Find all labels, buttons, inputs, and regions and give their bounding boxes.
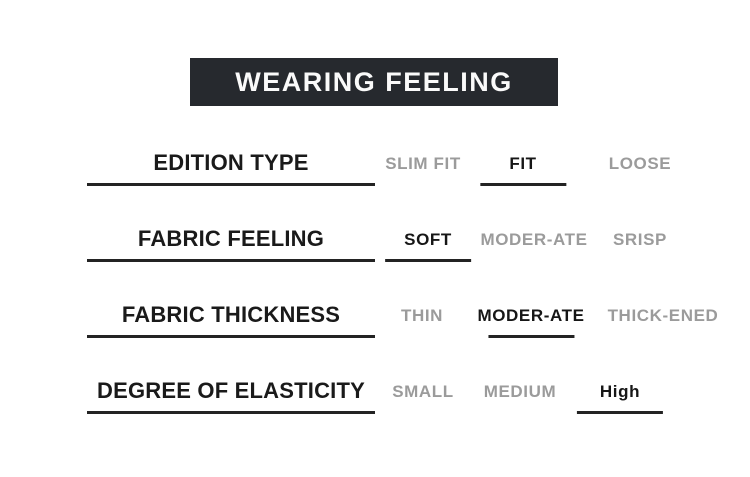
option-thickened: THICK-ENED (607, 306, 719, 325)
header-banner: WEARING FEELING (190, 58, 558, 106)
option-label: SOFT (404, 230, 452, 249)
option-soft-selected: SOFT (384, 225, 471, 262)
option-high-selected: High (576, 377, 663, 414)
selected-underline (479, 183, 566, 186)
attribute-label: EDITION TYPE (87, 145, 375, 186)
option-moderate: MODER-ATE (480, 230, 588, 249)
option-loose: LOOSE (608, 154, 672, 173)
option-srisp: SRISP (612, 230, 668, 249)
option-label: MODER-ATE (477, 306, 585, 325)
attribute-label: DEGREE OF ELASTICITY (87, 373, 375, 414)
selected-underline (487, 335, 574, 338)
option-fit-selected: FIT (479, 149, 566, 186)
option-moderate-selected: MODER-ATE (477, 301, 585, 338)
option-small: SMALL (392, 382, 454, 401)
attribute-label: FABRIC THICKNESS (87, 297, 375, 338)
attribute-label: FABRIC FEELING (87, 221, 375, 262)
option-medium: MEDIUM (483, 382, 557, 401)
option-thin: THIN (400, 306, 444, 325)
selected-underline (384, 259, 471, 262)
page-title: WEARING FEELING (235, 66, 513, 97)
option-label: FIT (509, 154, 537, 173)
selected-underline (576, 411, 663, 414)
option-label: High (599, 382, 641, 401)
option-slim-fit: SLIM FIT (385, 154, 461, 173)
